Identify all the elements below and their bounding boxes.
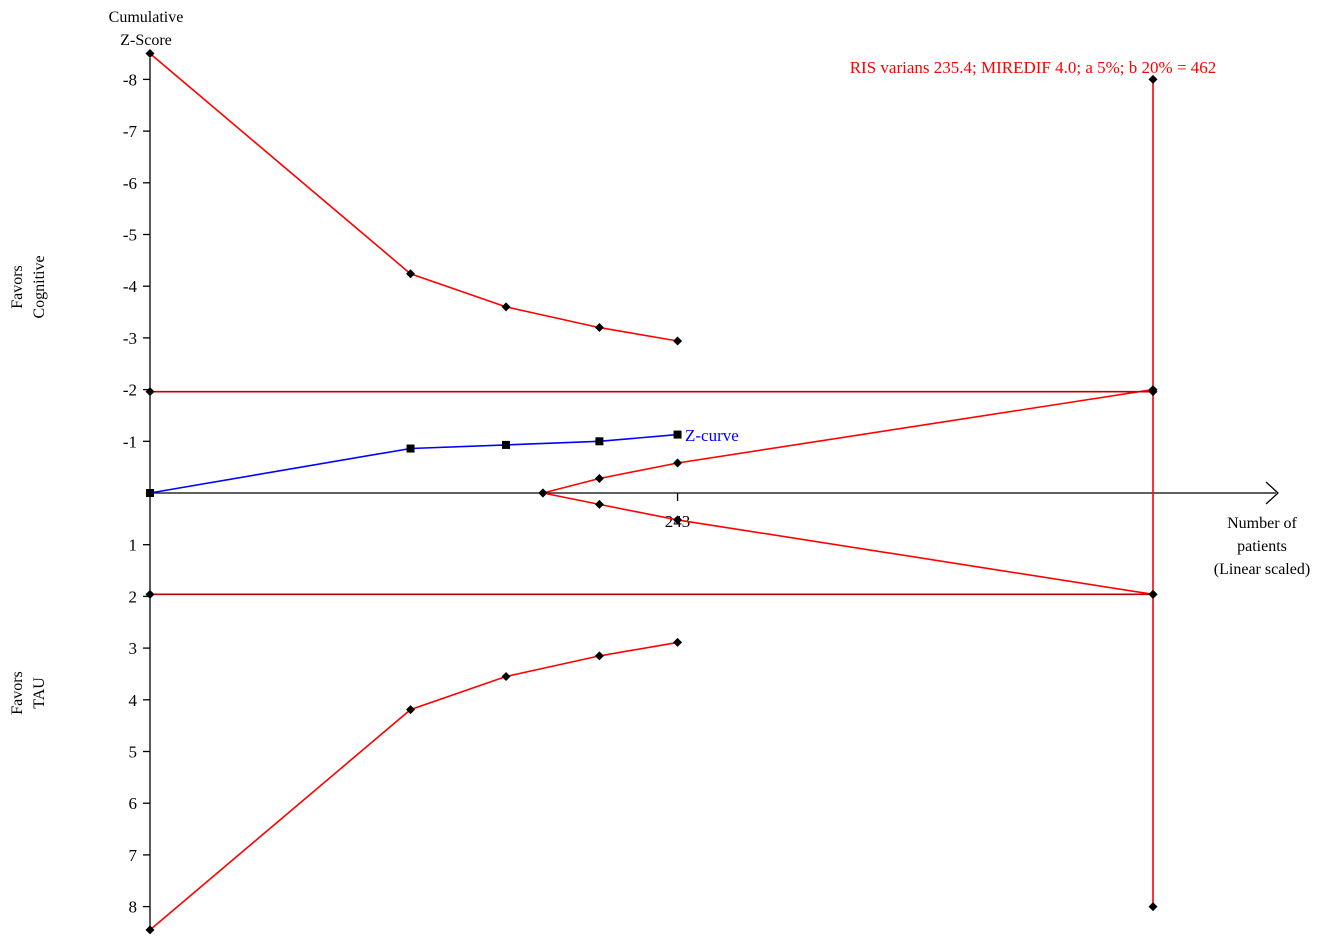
zcurve-point [502,440,511,449]
ris-line-point [1148,74,1158,84]
marker-layer [145,49,1158,935]
favors-tau-line2: TAU [31,677,48,709]
futility-lower-point [538,488,548,498]
x-axis-title-line3: (Linear scaled) [1214,561,1310,578]
favors-tau-line1: Favors [9,671,26,715]
y-tick-label: 6 [129,794,138,813]
conventional-upper-point [145,387,155,397]
favors-cognitive-line2: Cognitive [31,255,48,318]
futility-lower-point [673,515,683,525]
y-tick-label: 5 [129,743,138,762]
lower-boundary-point [594,651,604,661]
upper-boundary-point [501,302,511,312]
zcurve-point [406,444,415,453]
upper-boundary-point [406,269,416,279]
y-axis-ticks: -8 -7 -6 -5 -4 -3 -2 -1 1 2 3 4 5 6 7 8 [123,70,150,917]
y-tick-label: -8 [123,70,137,89]
favors-tau-label: Favors TAU [9,671,48,715]
futility-upper-point [594,474,604,484]
x-axis-title-line2: patients [1237,538,1287,555]
y-axis-title-line2: Z-Score [120,32,172,49]
y-tick-label: -5 [123,226,137,245]
z-curve-label: Z-curve [685,426,739,445]
ris-line-point [1148,902,1158,912]
lower-boundary-point [501,672,511,682]
favors-cognitive-label: Favors Cognitive [9,255,48,318]
y-tick-label: 2 [129,587,138,606]
x-axis-arrowhead [1265,481,1279,505]
upper-boundary-point [594,323,604,333]
futility-upper-line [542,388,1154,494]
y-tick-label: 3 [129,639,138,658]
y-axis-title-line1: Cumulative [109,9,184,26]
y-tick-label: -6 [123,174,137,193]
x-axis-title-line1: Number of [1227,515,1297,532]
y-tick-label: -1 [123,432,137,451]
conventional-upper-point [1148,387,1158,397]
upper-boundary-point [673,336,683,346]
zcurve-point [146,489,154,497]
ris-annotation: RIS varians 235.4; MIREDIF 4.0; a 5%; b … [850,58,1217,77]
series-layer [149,52,1154,931]
x-axis-ticks: 243 [665,493,690,531]
lower-boundary-line [149,641,678,931]
futility-lower-line [542,492,1154,596]
futility-upper-point [673,458,683,468]
conventional-lower-point [145,589,155,599]
upper-boundary-point [145,49,155,59]
y-tick-label: -3 [123,329,137,348]
y-tick-label: -7 [123,122,138,141]
y-tick-label: 8 [129,898,138,917]
favors-cognitive-line1: Favors [9,265,26,309]
y-tick-label: 1 [129,536,138,555]
y-tick-label: 7 [129,846,138,865]
y-tick-label: -2 [123,381,137,400]
lower-boundary-point [673,637,683,647]
zcurve-point [673,430,682,439]
y-tick-label: 4 [129,691,138,710]
futility-lower-point [594,499,604,509]
y-tick-label: -4 [123,277,138,296]
zcurve-point [595,437,604,446]
lower-boundary-point [145,925,155,935]
conventional-lower-point [1148,589,1158,599]
lower-boundary-point [406,705,416,715]
upper-boundary-line [149,52,678,342]
